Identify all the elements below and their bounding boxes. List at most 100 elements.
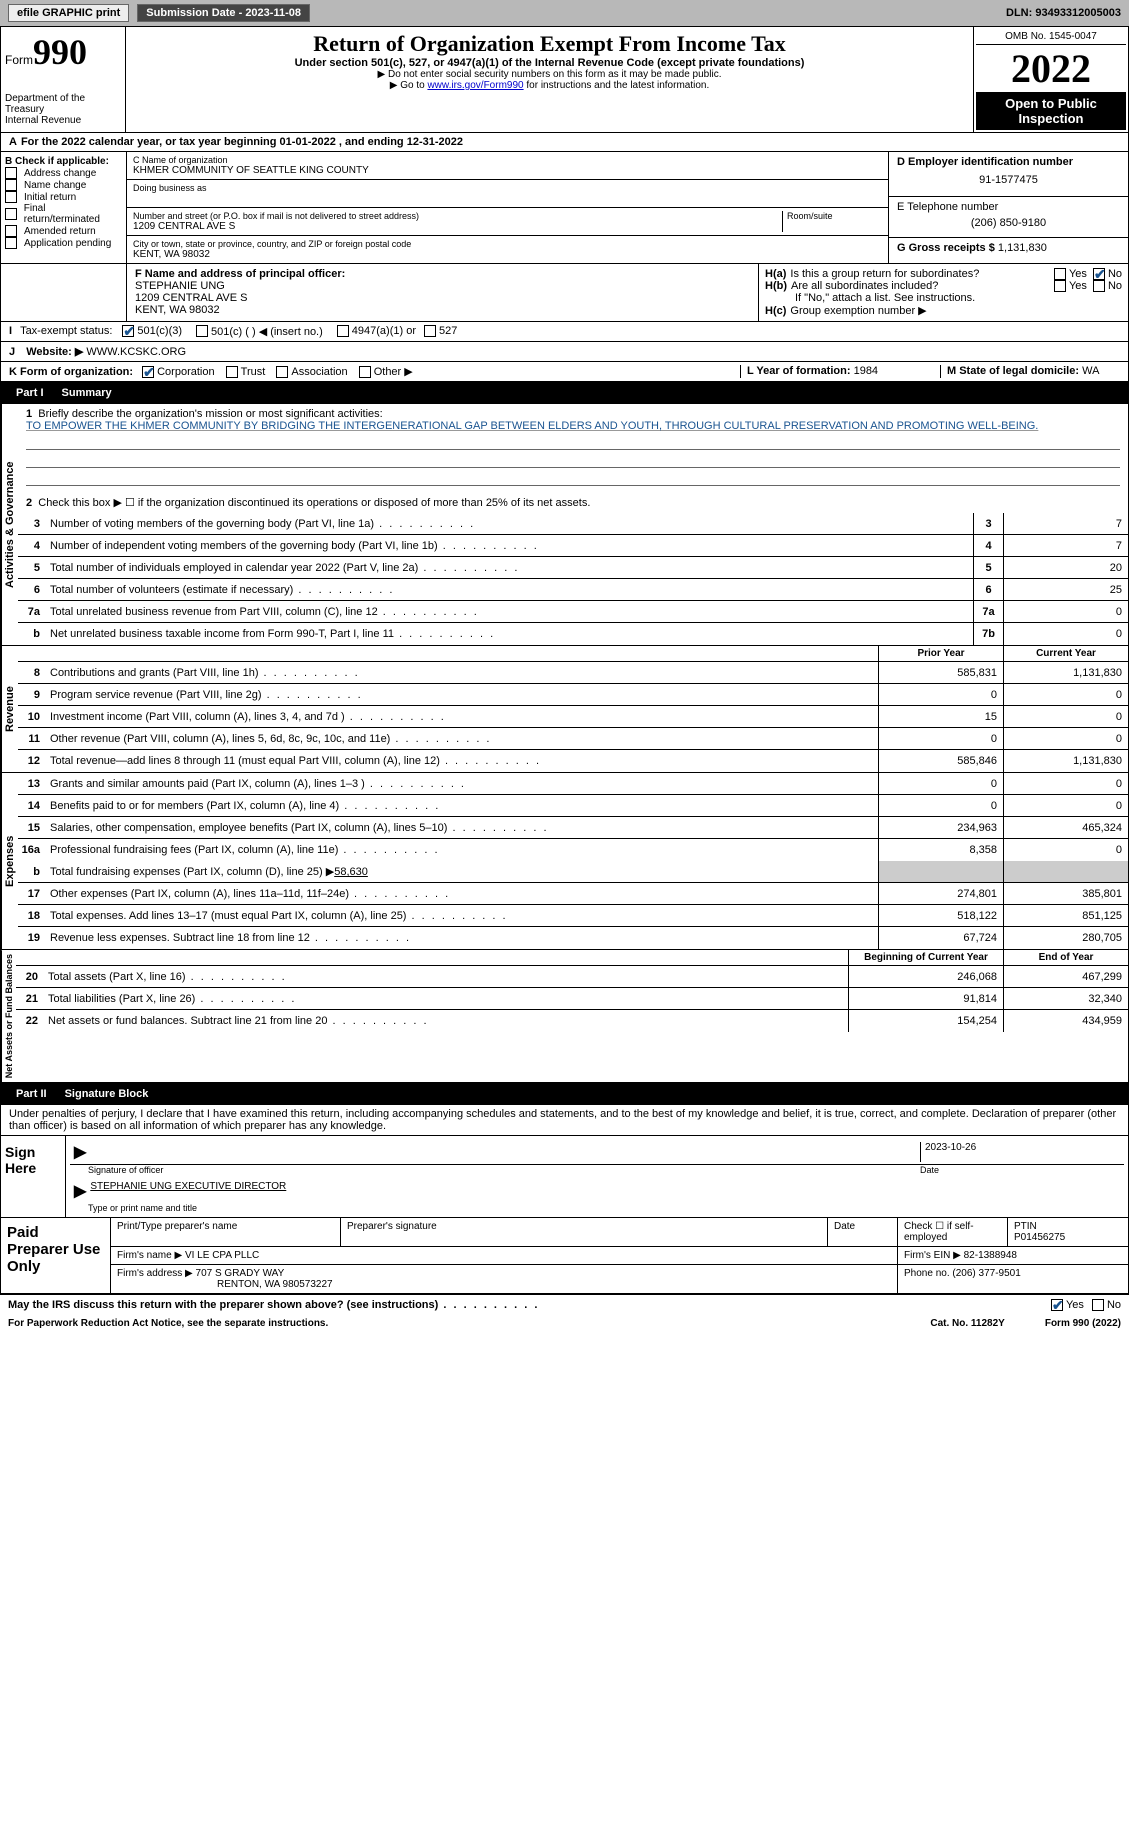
summary-line-4: 4 Number of independent voting members o…: [18, 535, 1128, 557]
form-title: Return of Organization Exempt From Incom…: [134, 31, 965, 57]
submission-date-button[interactable]: Submission Date - 2023-11-08: [137, 4, 310, 22]
line-a-tax-year: A For the 2022 calendar year, or tax yea…: [0, 133, 1129, 152]
org-street: 1209 CENTRAL AVE S: [133, 221, 782, 232]
signature-declaration: Under penalties of perjury, I declare th…: [0, 1105, 1129, 1136]
line-14: 14 Benefits paid to or for members (Part…: [18, 795, 1128, 817]
department-label: Department of the Treasury Internal Reve…: [5, 93, 121, 126]
summary-line-5: 5 Total number of individuals employed i…: [18, 557, 1128, 579]
expenses-label: Expenses: [1, 773, 18, 949]
discuss-yes-checkbox[interactable]: [1051, 1299, 1063, 1311]
signature-date: 2023-10-26: [920, 1142, 1120, 1162]
firm-ein: 82-1388948: [964, 1250, 1017, 1261]
form-subtitle: Under section 501(c), 527, or 4947(a)(1)…: [134, 57, 965, 69]
revenue-section: Revenue Prior Year Current Year 8 Contri…: [0, 646, 1129, 773]
org-city: KENT, WA 98032: [133, 249, 882, 260]
line-17: 17 Other expenses (Part IX, column (A), …: [18, 883, 1128, 905]
paid-preparer-block: Paid Preparer Use Only Print/Type prepar…: [0, 1218, 1129, 1294]
block-f-officer: F Name and address of principal officer:…: [126, 264, 758, 321]
employer-id-number: 91-1577475: [897, 168, 1120, 192]
form-number: 990: [33, 32, 87, 72]
line-13: 13 Grants and similar amounts paid (Part…: [18, 773, 1128, 795]
527-checkbox[interactable]: [424, 325, 436, 337]
gross-receipts: 1,131,830: [998, 242, 1047, 254]
expenses-section: Expenses 13 Grants and similar amounts p…: [0, 773, 1129, 950]
telephone-number: (206) 850-9180: [897, 213, 1120, 233]
officer-name-title: STEPHANIE UNG EXECUTIVE DIRECTOR: [90, 1181, 286, 1201]
activities-governance-section: Activities & Governance 1 Briefly descri…: [0, 404, 1129, 646]
org-name: KHMER COMMUNITY OF SEATTLE KING COUNTY: [133, 165, 882, 176]
line-12: 12 Total revenue—add lines 8 through 11 …: [18, 750, 1128, 772]
dln-label: DLN: 93493312005003: [1006, 7, 1121, 19]
trust-checkbox[interactable]: [226, 366, 238, 378]
line-15: 15 Salaries, other compensation, employe…: [18, 817, 1128, 839]
sign-here-block: Sign Here ▶ 2023-10-26 Signature of offi…: [0, 1136, 1129, 1218]
501c-other-checkbox[interactable]: [196, 325, 208, 337]
form-note-2: ▶ Go to www.irs.gov/Form990 for instruct…: [134, 80, 965, 91]
line-9: 9 Program service revenue (Part VIII, li…: [18, 684, 1128, 706]
irs-gov-link[interactable]: www.irs.gov/Form990: [427, 80, 523, 91]
line-20: 20 Total assets (Part X, line 16) 246,06…: [16, 966, 1128, 988]
block-h-group: H(a) Is this a group return for subordin…: [758, 264, 1128, 321]
summary-line-3: 3 Number of voting members of the govern…: [18, 513, 1128, 535]
line-18: 18 Total expenses. Add lines 13–17 (must…: [18, 905, 1128, 927]
subordinates-no[interactable]: [1093, 280, 1105, 292]
revenue-columns: Prior Year Current Year: [18, 646, 1128, 662]
net-assets-columns: Beginning of Current Year End of Year: [16, 950, 1128, 966]
form-header: Form990 Department of the Treasury Inter…: [0, 26, 1129, 133]
website-url: WWW.KCSKC.ORG: [86, 346, 186, 358]
association-checkbox[interactable]: [276, 366, 288, 378]
summary-line-7b: b Net unrelated business taxable income …: [18, 623, 1128, 645]
mission-statement: TO EMPOWER THE KHMER COMMUNITY BY BRIDGI…: [26, 420, 1038, 432]
summary-line-7a: 7a Total unrelated business revenue from…: [18, 601, 1128, 623]
firm-phone: (206) 377-9501: [952, 1268, 1020, 1279]
firm-address: 707 S GRADY WAY: [196, 1268, 285, 1279]
year-of-formation: 1984: [854, 365, 878, 377]
revenue-label: Revenue: [1, 646, 18, 772]
line-16b: b Total fundraising expenses (Part IX, c…: [18, 861, 1128, 883]
group-return-yes[interactable]: [1054, 268, 1066, 280]
form-prefix: Form: [5, 53, 33, 67]
activities-governance-label: Activities & Governance: [1, 404, 18, 645]
preparer-ptin: P01456275: [1014, 1232, 1122, 1243]
name-change-checkbox[interactable]: [5, 179, 17, 191]
application-pending-checkbox[interactable]: [5, 237, 17, 249]
efile-graphic-button[interactable]: efile GRAPHIC print: [8, 4, 129, 22]
form-note-1: ▶ Do not enter social security numbers o…: [134, 69, 965, 80]
line-22: 22 Net assets or fund balances. Subtract…: [16, 1010, 1128, 1032]
open-to-public-inspection: Open to Public Inspection: [976, 92, 1126, 130]
501c3-checkbox[interactable]: [122, 325, 134, 337]
page-footer: For Paperwork Reduction Act Notice, see …: [0, 1315, 1129, 1332]
block-i-tax-exempt: I Tax-exempt status: 501(c)(3) 501(c) ( …: [0, 322, 1129, 342]
state-of-domicile: WA: [1082, 365, 1099, 377]
irs-discuss-row: May the IRS discuss this return with the…: [0, 1294, 1129, 1315]
final-return-checkbox[interactable]: [5, 208, 17, 220]
block-b-checkboxes: B Check if applicable: Address change Na…: [1, 152, 126, 263]
line-10: 10 Investment income (Part VIII, column …: [18, 706, 1128, 728]
line-21: 21 Total liabilities (Part X, line 26) 9…: [16, 988, 1128, 1010]
block-right-identifiers: D Employer identification number 91-1577…: [888, 152, 1128, 263]
tax-year: 2022: [976, 45, 1126, 92]
amended-return-checkbox[interactable]: [5, 225, 17, 237]
discuss-no-checkbox[interactable]: [1092, 1299, 1104, 1311]
4947a1-checkbox[interactable]: [337, 325, 349, 337]
corporation-checkbox[interactable]: [142, 366, 154, 378]
address-change-checkbox[interactable]: [5, 167, 17, 179]
line-16a: 16a Professional fundraising fees (Part …: [18, 839, 1128, 861]
block-k-l-m: K Form of organization: Corporation Trus…: [0, 362, 1129, 382]
block-c-org-info: C Name of organization KHMER COMMUNITY O…: [126, 152, 888, 263]
firm-name: VI LE CPA PLLC: [185, 1250, 259, 1261]
block-j-website: J Website: ▶ WWW.KCSKC.ORG: [0, 342, 1129, 362]
omb-number: OMB No. 1545-0047: [976, 29, 1126, 45]
group-return-no[interactable]: [1093, 268, 1105, 280]
summary-line-6: 6 Total number of volunteers (estimate i…: [18, 579, 1128, 601]
net-assets-section: Net Assets or Fund Balances Beginning of…: [0, 950, 1129, 1083]
top-toolbar: efile GRAPHIC print Submission Date - 20…: [0, 0, 1129, 26]
line-11: 11 Other revenue (Part VIII, column (A),…: [18, 728, 1128, 750]
initial-return-checkbox[interactable]: [5, 191, 17, 203]
part-2-header: Part II Signature Block: [0, 1083, 1129, 1105]
line-19: 19 Revenue less expenses. Subtract line …: [18, 927, 1128, 949]
other-org-checkbox[interactable]: [359, 366, 371, 378]
line-8: 8 Contributions and grants (Part VIII, l…: [18, 662, 1128, 684]
subordinates-yes[interactable]: [1054, 280, 1066, 292]
part-1-header: Part I Summary: [0, 382, 1129, 404]
